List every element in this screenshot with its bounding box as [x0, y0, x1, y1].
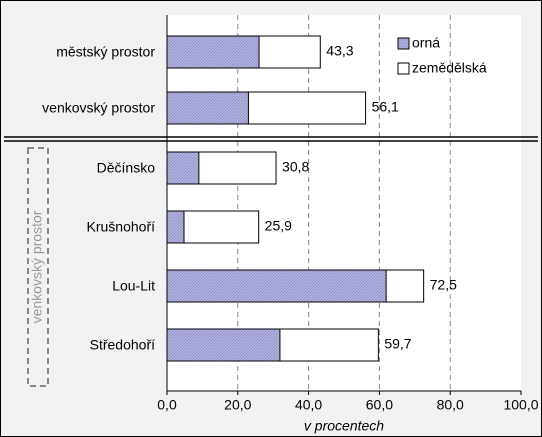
group-label: venkovský prostor — [29, 210, 45, 323]
category-label: Středohoří — [89, 336, 155, 353]
data-label: 30,8 — [282, 159, 309, 175]
category-label: Krušnohoří — [86, 218, 155, 235]
bar-part — [166, 210, 185, 244]
legend-label: orná — [412, 35, 440, 51]
data-label: 72,5 — [430, 277, 457, 293]
x-tick-label: 60,0 — [366, 397, 393, 413]
category-label: městský prostor — [56, 43, 155, 60]
x-tick-label: 80,0 — [437, 397, 464, 413]
bar-part — [166, 269, 387, 303]
plot-area — [167, 15, 521, 391]
data-label: 56,1 — [372, 99, 399, 115]
data-label: 59,7 — [384, 336, 411, 352]
legend-label: zemědělská — [412, 60, 487, 76]
group-bracket — [27, 147, 49, 387]
bar-part — [166, 91, 249, 125]
x-tick-label: 100,0 — [503, 397, 538, 413]
x-tick-label: 40,0 — [295, 397, 322, 413]
legend-swatch — [397, 62, 410, 75]
x-tick-label: 20,0 — [224, 397, 251, 413]
category-label: venkovský prostor — [42, 99, 155, 116]
data-label: 43,3 — [326, 43, 353, 59]
legend-swatch — [397, 37, 410, 50]
bar-part — [166, 35, 260, 69]
bar-part — [166, 328, 281, 362]
category-label: Děčínsko — [96, 159, 155, 176]
category-label: Lou-Lit — [112, 277, 155, 294]
x-axis-label: v procentech — [304, 418, 384, 434]
x-tick-label: 0,0 — [157, 397, 177, 413]
bar-part — [166, 151, 200, 185]
data-label: 25,9 — [265, 218, 292, 234]
